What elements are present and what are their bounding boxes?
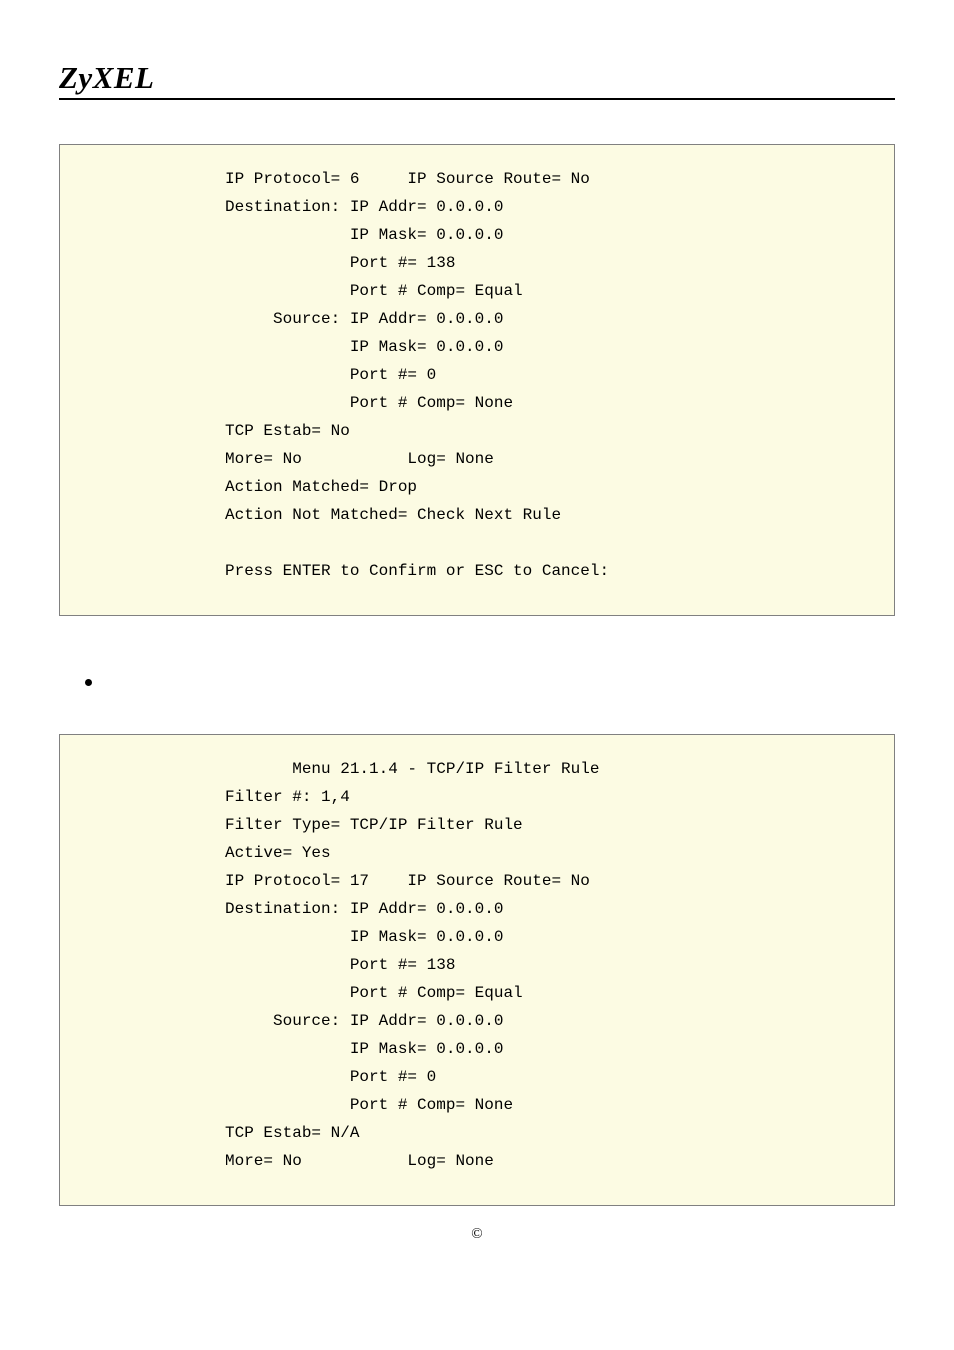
code-line <box>70 529 884 557</box>
brand-logo: ZyXEL <box>59 60 895 96</box>
code-line: Active= Yes <box>70 839 884 867</box>
code-line: IP Protocol= 6 IP Source Route= No <box>70 165 884 193</box>
code-line: Port # Comp= Equal <box>70 979 884 1007</box>
code-line: Port #= 138 <box>70 249 884 277</box>
code-line: IP Mask= 0.0.0.0 <box>70 1035 884 1063</box>
code-line: Source: IP Addr= 0.0.0.0 <box>70 305 884 333</box>
code-line: IP Mask= 0.0.0.0 <box>70 923 884 951</box>
code-line: IP Mask= 0.0.0.0 <box>70 333 884 361</box>
code-line: Port # Comp= Equal <box>70 277 884 305</box>
code-line: More= No Log= None <box>70 445 884 473</box>
code-line: IP Mask= 0.0.0.0 <box>70 221 884 249</box>
header-rule <box>59 98 895 100</box>
code-line: Destination: IP Addr= 0.0.0.0 <box>70 895 884 923</box>
code-line: Port #= 0 <box>70 361 884 389</box>
code-line: Destination: IP Addr= 0.0.0.0 <box>70 193 884 221</box>
code-line: Press ENTER to Confirm or ESC to Cancel: <box>70 557 884 585</box>
bullet-row <box>85 671 895 694</box>
code-block-1: IP Protocol= 6 IP Source Route= NoDestin… <box>59 144 895 616</box>
code-line: Source: IP Addr= 0.0.0.0 <box>70 1007 884 1035</box>
code-line: Filter Type= TCP/IP Filter Rule <box>70 811 884 839</box>
code-line: Port # Comp= None <box>70 389 884 417</box>
code-line: TCP Estab= No <box>70 417 884 445</box>
bullet-icon <box>85 679 92 686</box>
code-line: More= No Log= None <box>70 1147 884 1175</box>
code-line: Action Not Matched= Check Next Rule <box>70 501 884 529</box>
code-line: Port #= 138 <box>70 951 884 979</box>
code-line: Port # Comp= None <box>70 1091 884 1119</box>
document-page: ZyXEL IP Protocol= 6 IP Source Route= No… <box>0 0 954 1350</box>
code-line: Port #= 0 <box>70 1063 884 1091</box>
code-line: Filter #: 1,4 <box>70 783 884 811</box>
code-line: Action Matched= Drop <box>70 473 884 501</box>
code-line: IP Protocol= 17 IP Source Route= No <box>70 867 884 895</box>
code-block-2: Menu 21.1.4 - TCP/IP Filter RuleFilter #… <box>59 734 895 1206</box>
code-line: TCP Estab= N/A <box>70 1119 884 1147</box>
code-line: Menu 21.1.4 - TCP/IP Filter Rule <box>70 755 884 783</box>
page-footer: © <box>59 1226 895 1243</box>
